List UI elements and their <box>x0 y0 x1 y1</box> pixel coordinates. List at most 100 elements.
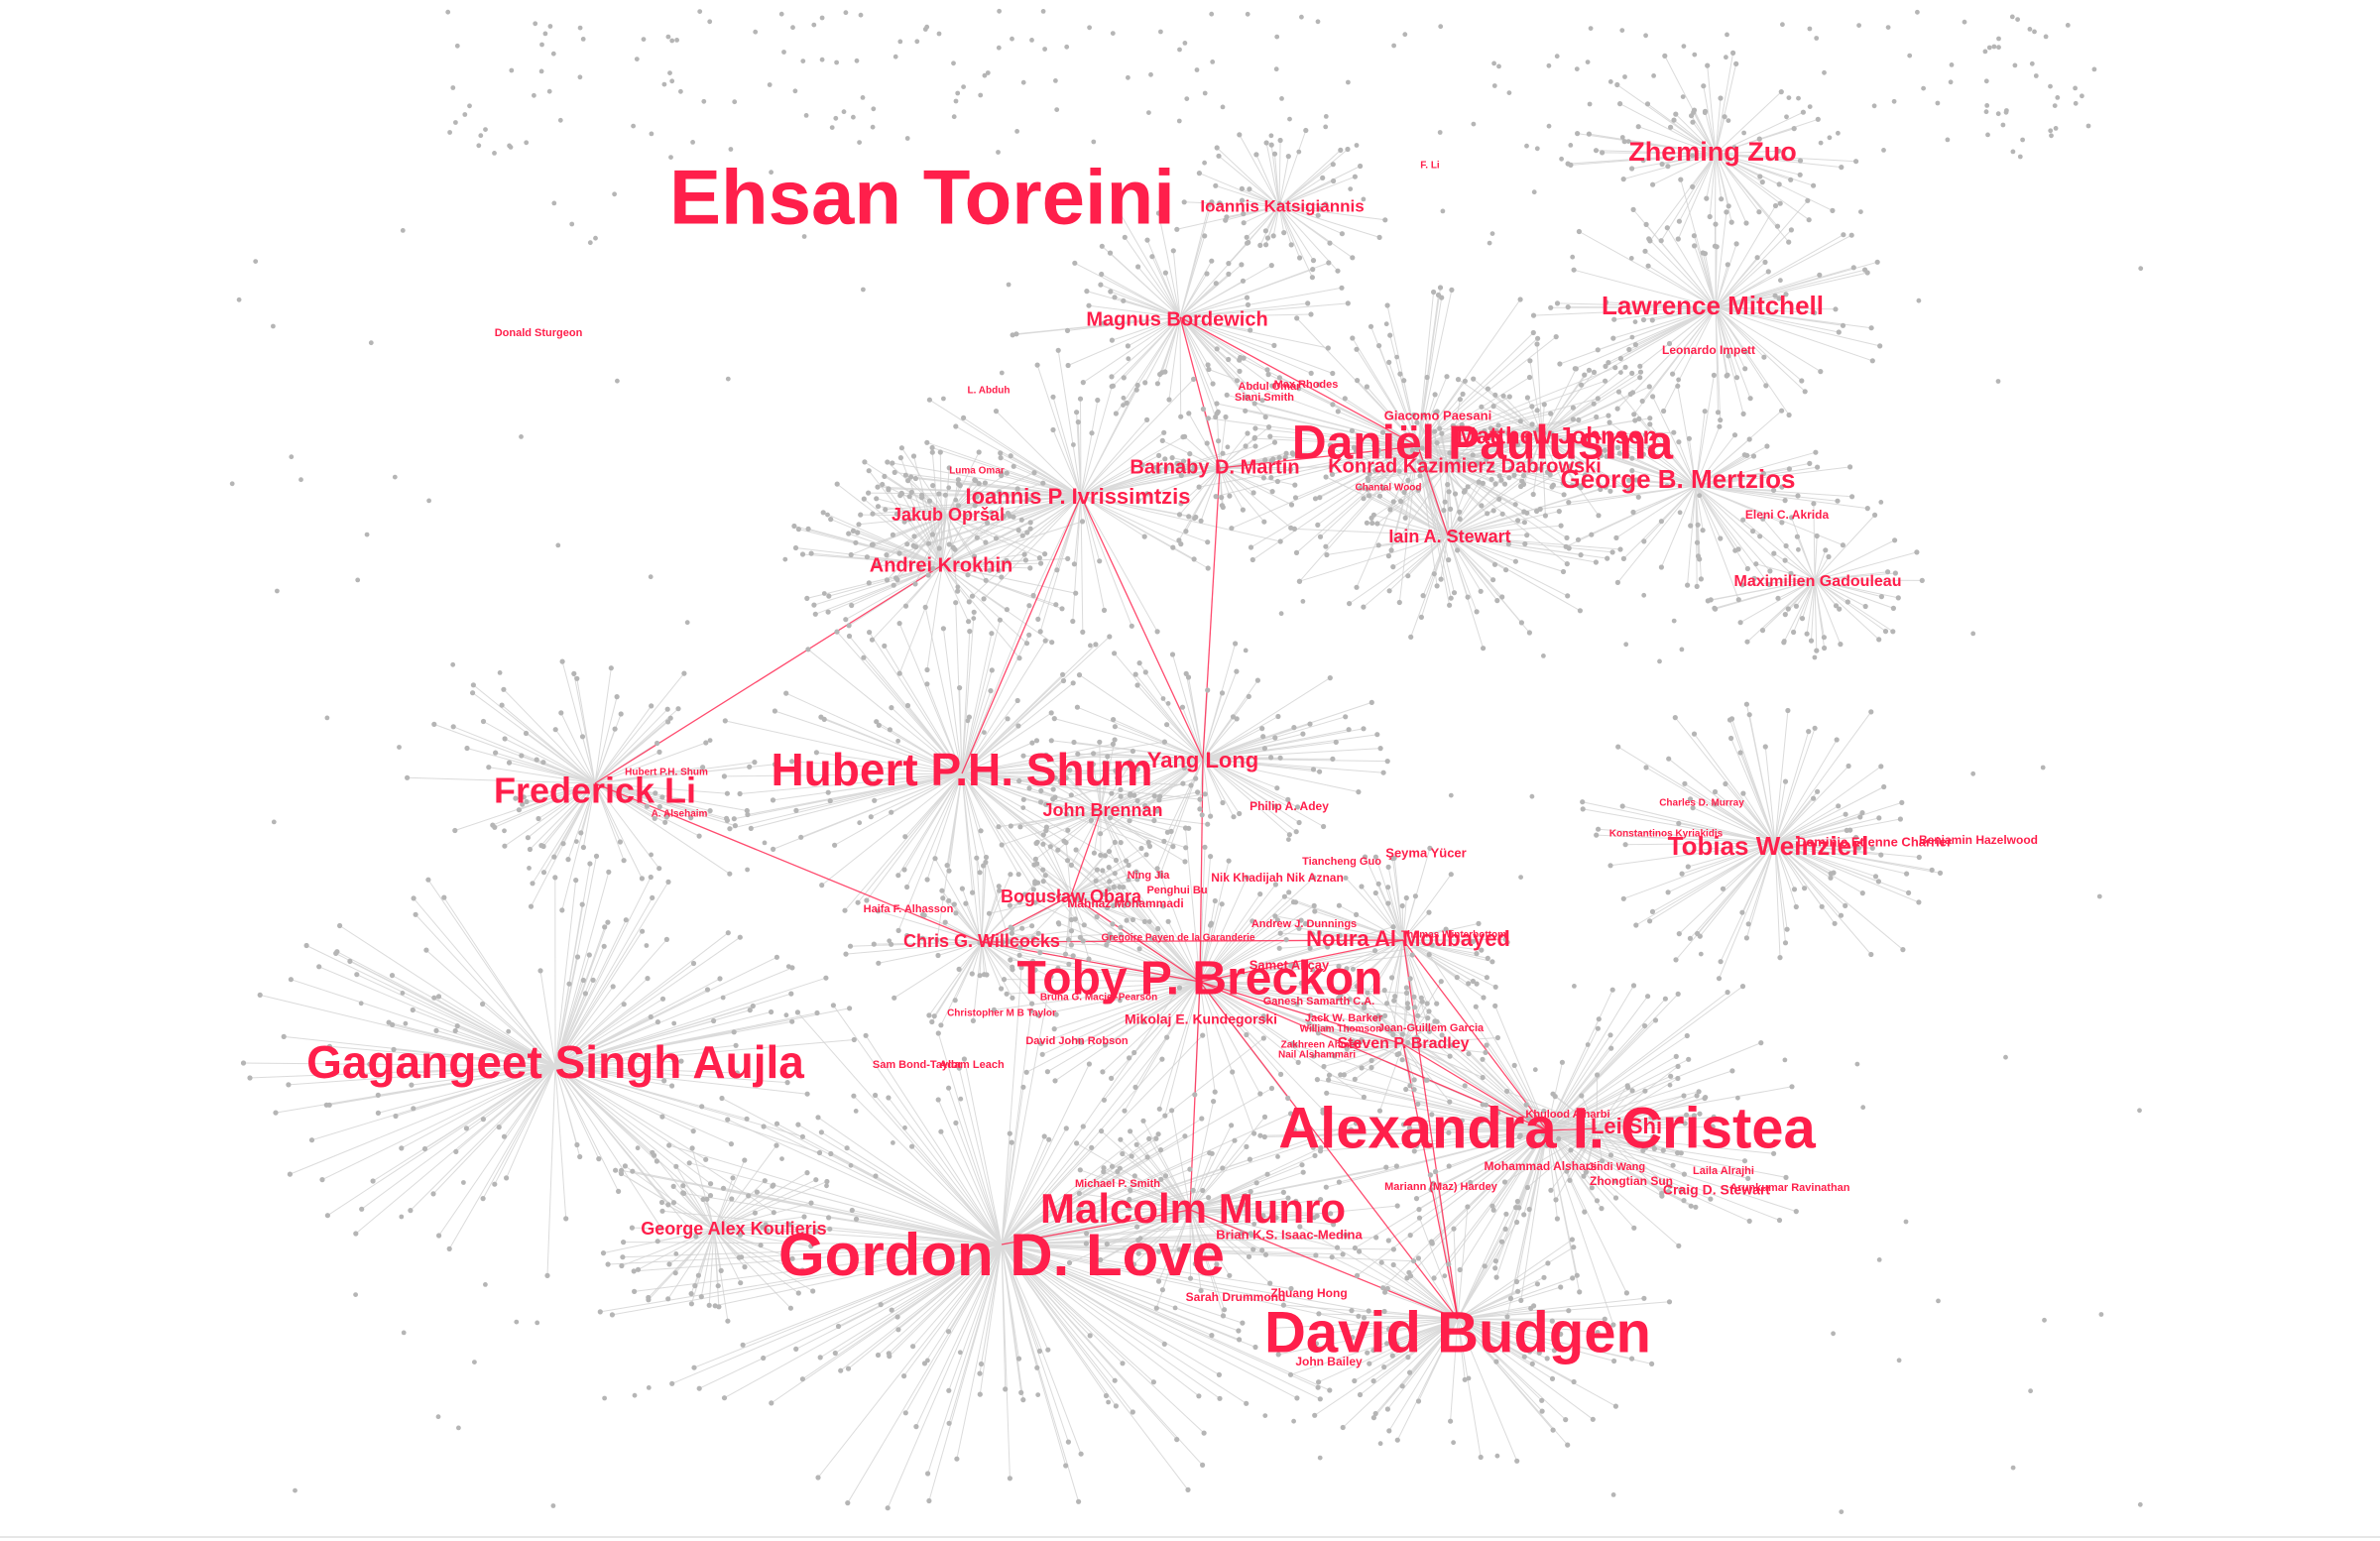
coauthor-node <box>825 609 831 615</box>
coauthor-node <box>1140 1019 1146 1025</box>
coauthor-node <box>1510 442 1516 448</box>
isolated-node <box>1996 45 2001 51</box>
coauthor-node <box>804 1091 810 1097</box>
coauthor-node <box>804 1170 810 1176</box>
isolated-node <box>914 39 920 45</box>
coauthor-node <box>1316 382 1322 388</box>
coauthor-node <box>1250 490 1256 496</box>
isolated-node <box>767 82 773 87</box>
coauthor-node <box>1162 1173 1169 1179</box>
coauthor-node <box>1434 583 1440 589</box>
label-mariann-hardey: Mariann (Maz) Hardey <box>1384 1181 1498 1193</box>
coauthor-node <box>1818 369 1824 375</box>
isolated-node <box>1437 130 1443 135</box>
coauthor-node <box>1405 477 1411 483</box>
coauthor-node <box>1760 516 1766 522</box>
coauthor-node <box>1386 588 1392 594</box>
coauthor-node <box>1122 902 1128 908</box>
coauthor-node <box>1162 1113 1168 1119</box>
cluster-lawrence-mitchell <box>1530 177 1883 423</box>
coauthor-node <box>1612 365 1618 371</box>
coauthor-node <box>1111 884 1117 890</box>
coauthor-node <box>760 1224 766 1230</box>
coauthor-node <box>1834 737 1840 743</box>
isolated-node <box>951 114 957 120</box>
coauthor-node <box>1268 142 1274 148</box>
coauthor-node <box>1357 1248 1363 1254</box>
coauthor-node <box>1793 1209 1799 1215</box>
coauthor-node <box>1607 1032 1613 1038</box>
coauthor-node <box>1426 952 1432 958</box>
cluster-edges <box>603 1144 830 1322</box>
coauthor-node <box>1743 220 1749 226</box>
coauthor-node <box>1640 158 1646 164</box>
coauthor-node <box>750 1003 756 1009</box>
label-a-alsehaim: A. Alsehaim <box>652 809 708 820</box>
coauthor-node <box>810 1288 816 1294</box>
coauthor-node <box>1065 827 1071 833</box>
coauthor-node <box>1046 1136 1052 1142</box>
coauthor-node <box>1698 576 1704 582</box>
coauthor-node <box>1074 1140 1080 1146</box>
isolated-node <box>509 67 515 73</box>
coauthor-node <box>1564 534 1570 541</box>
cluster-edges <box>1271 1171 1670 1462</box>
coauthor-node <box>1166 397 1172 403</box>
coauthor-node <box>1405 1039 1411 1045</box>
coauthor-node <box>1365 486 1370 492</box>
coauthor-node <box>1161 429 1167 435</box>
label-eleni-akrida: Eleni C. Akrida <box>1745 508 1830 522</box>
coauthor-node <box>1710 1124 1716 1129</box>
coauthor-node <box>1042 551 1048 557</box>
coauthor-node <box>1294 804 1301 810</box>
isolated-node <box>550 1503 556 1508</box>
coauthor-node <box>1307 721 1313 727</box>
coauthor-node <box>1052 1078 1058 1084</box>
coauthor-node <box>1426 909 1432 915</box>
coauthor-node <box>1288 963 1294 969</box>
isolated-node <box>1651 73 1656 78</box>
isolated-node <box>524 140 530 146</box>
coauthor-node <box>957 685 963 691</box>
coauthor-node <box>902 1410 908 1416</box>
coauthor-node <box>574 954 581 960</box>
coauthor-node <box>1127 1206 1132 1212</box>
coauthor-node <box>1078 1451 1084 1457</box>
isolated-node <box>790 25 795 31</box>
coauthor-node <box>566 981 572 987</box>
coauthor-node <box>849 1207 855 1214</box>
label-george-koulieris: George Alex Koulieris <box>641 1219 826 1239</box>
isolated-node <box>593 235 598 241</box>
coauthor-node <box>1817 272 1823 278</box>
coauthor-node <box>1404 1001 1410 1007</box>
coauthor-node <box>808 550 814 556</box>
coauthor-node <box>1524 533 1530 538</box>
coauthor-node <box>1183 529 1189 534</box>
coauthor-node <box>873 1092 879 1099</box>
coauthor-node <box>1296 925 1302 931</box>
coauthor-node <box>1132 671 1138 677</box>
coauthor-node <box>1267 1280 1273 1286</box>
coauthor-node <box>1113 768 1119 773</box>
isolated-nodes <box>229 8 2144 1514</box>
coauthor-node <box>1579 382 1585 388</box>
coauthor-node <box>1678 1150 1684 1156</box>
coauthor-node <box>1515 441 1521 448</box>
isolated-node <box>904 136 910 141</box>
isolated-node <box>1210 59 1216 64</box>
coauthor-node <box>890 532 896 538</box>
coauthor-node <box>1518 483 1524 490</box>
coauthor-node <box>1240 507 1246 513</box>
coauthor-node <box>1197 806 1203 812</box>
coauthor-node <box>1482 1263 1488 1269</box>
coauthor-node <box>1244 1143 1250 1149</box>
coauthor-node <box>1723 780 1728 787</box>
isolated-node <box>1856 23 1861 28</box>
coauthor-node <box>1751 575 1757 582</box>
coauthor-node <box>1742 366 1748 372</box>
coauthor-node <box>1298 980 1304 987</box>
coauthor-node <box>1529 421 1535 427</box>
coauthor-node <box>1251 434 1257 440</box>
isolated-node <box>668 155 673 161</box>
coauthor-node <box>1063 1126 1069 1131</box>
